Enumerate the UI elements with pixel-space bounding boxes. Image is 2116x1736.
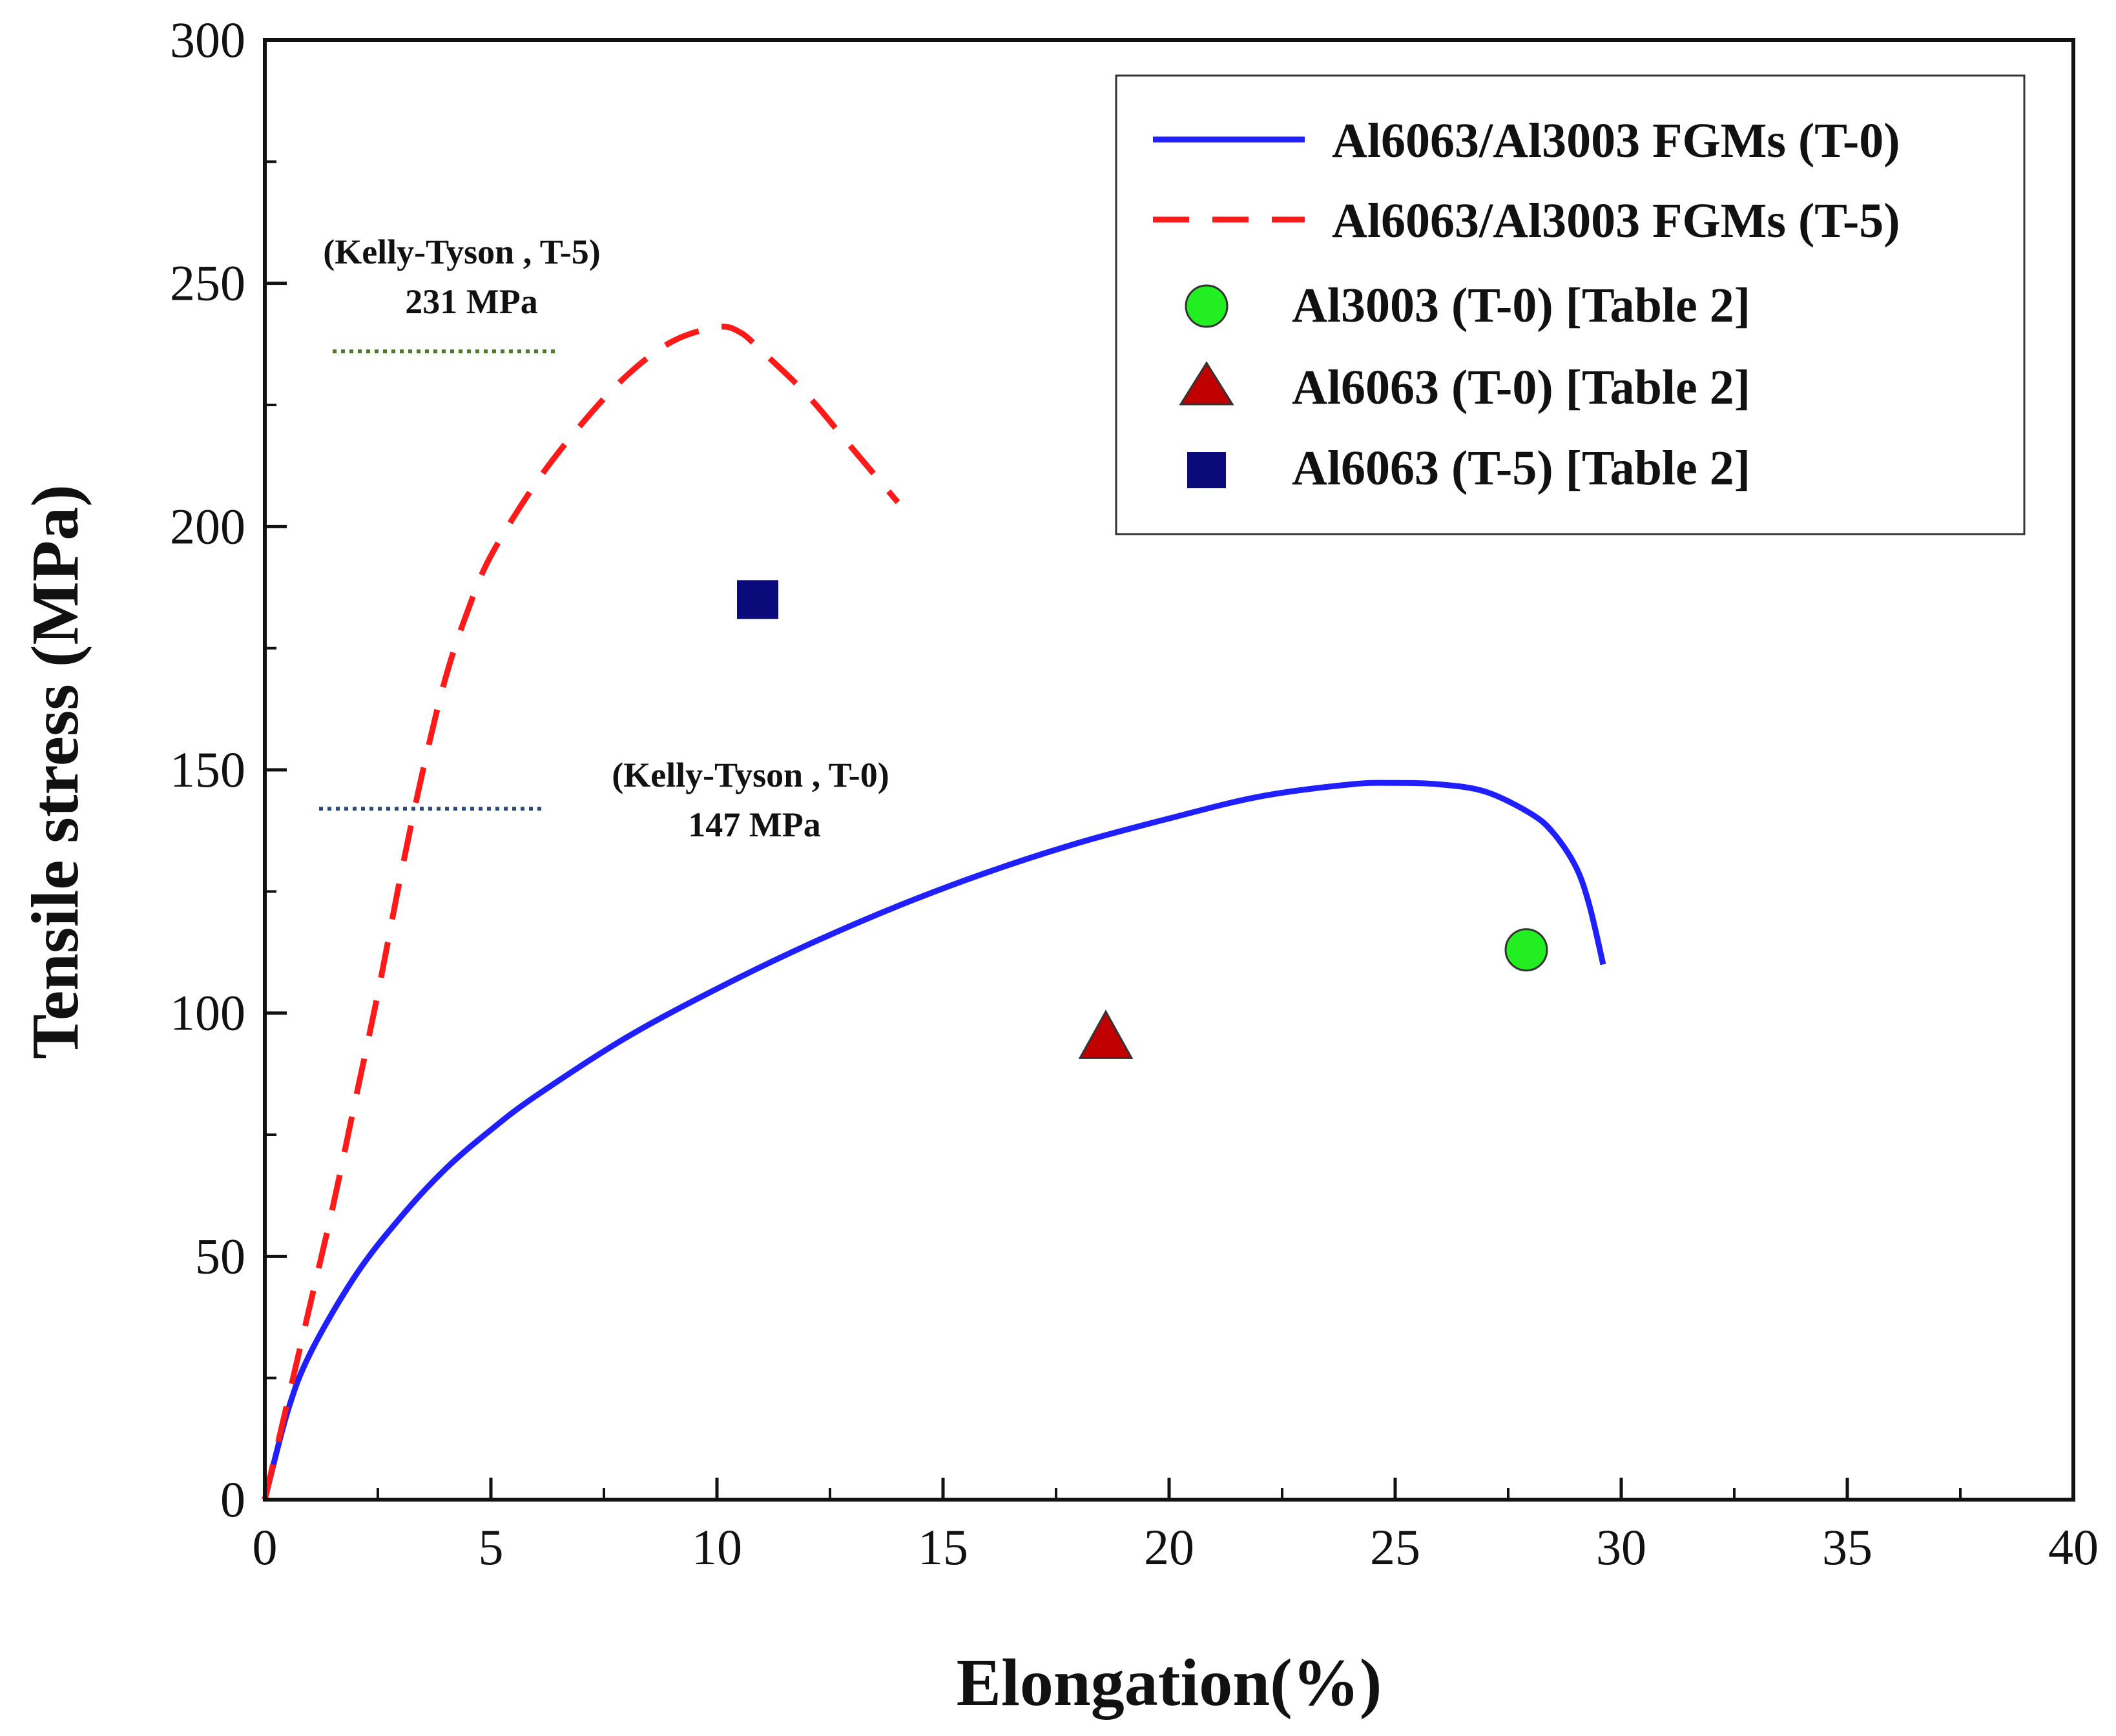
- y-tick-label: 50: [195, 1228, 245, 1284]
- legend-label-t5-line: Al6063/Al3003 FGMs (T-5): [1332, 194, 1900, 248]
- y-tick-label: 300: [170, 12, 245, 68]
- legend-label-al3003-t0: Al3003 (T-0) [Table 2]: [1292, 278, 1750, 333]
- plot-frame: [263, 38, 2075, 1502]
- series-line-t0: [262, 780, 1606, 1501]
- kelly-tyson-t0-label: (Kelly-Tyson , T-0): [612, 756, 889, 794]
- y-tick-label: 250: [170, 255, 245, 311]
- legend-label-t0-line: Al6063/Al3003 FGMs (T-0): [1332, 114, 1900, 168]
- series-layer: [262, 324, 1606, 1501]
- points-layer: [737, 580, 1548, 1059]
- x-tick-label: 40: [2048, 1519, 2099, 1575]
- x-axis-title: Elongation(%): [957, 1646, 1382, 1720]
- x-tick-label: 25: [1370, 1519, 1420, 1575]
- x-tick-label: 30: [1596, 1519, 1646, 1575]
- legend-box: [1115, 74, 2026, 535]
- y-tick-label: 100: [170, 985, 245, 1041]
- legend-label-al6063-t5: Al6063 (T-5) [Table 2]: [1292, 441, 1750, 495]
- ticks-layer: 0 5 10 15 20 25 30 35 40 0 50 100 150 200 250 300: [170, 12, 2099, 1575]
- y-tick-label: 0: [220, 1471, 245, 1527]
- reference-lines-layer: [319, 349, 559, 811]
- point-al6063-t5: [737, 580, 778, 619]
- x-tick-label: 35: [1822, 1519, 1872, 1575]
- y-axis-title: Tensile stress (MPa): [18, 484, 92, 1059]
- y-tick-label: 150: [170, 741, 245, 798]
- legend-label-al6063-t0: Al6063 (T-0) [Table 2]: [1292, 360, 1750, 415]
- x-tick-label: 20: [1144, 1519, 1194, 1575]
- series-line-t5: [262, 324, 900, 1501]
- x-tick-label: 0: [253, 1519, 278, 1575]
- point-al6063-t0: [1078, 1009, 1134, 1059]
- y-tick-label: 200: [170, 498, 245, 554]
- legend: Al6063/Al3003 FGMs (T-0) Al6063/Al3003 F…: [1115, 74, 2026, 535]
- x-tick-label: 10: [692, 1519, 742, 1575]
- legend-swatch-al3003-t0: [1185, 284, 1229, 328]
- kelly-tyson-t5-label: (Kelly-Tyson , T-5): [323, 232, 601, 271]
- x-tick-label: 5: [479, 1519, 504, 1575]
- kelly-tyson-t0-value: 147 MPa: [688, 805, 820, 844]
- legend-swatch-al6063-t5: [1187, 452, 1226, 488]
- kelly-tyson-t5-value: 231 MPa: [405, 282, 537, 321]
- point-al3003-t0: [1504, 928, 1548, 972]
- legend-swatch-al6063-t0: [1179, 361, 1234, 406]
- x-tick-label: 15: [918, 1519, 968, 1575]
